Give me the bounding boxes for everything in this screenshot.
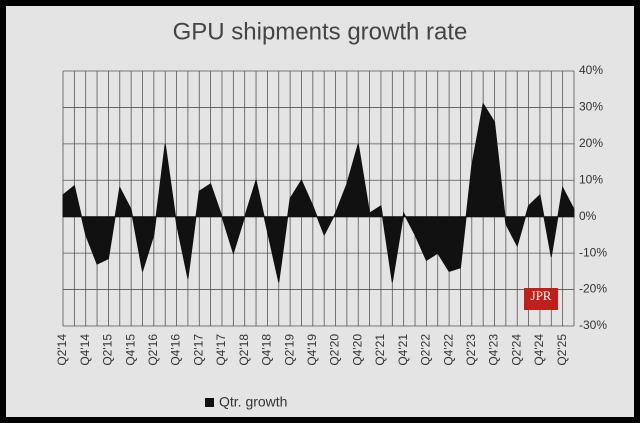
x-tick-label: Q2'17	[191, 334, 205, 366]
x-tick-label: Q2'15	[101, 334, 115, 366]
y-tick-label: -30%	[579, 318, 607, 332]
x-tick-label: Q2'24	[509, 334, 523, 366]
x-tick-label: Q4'19	[305, 334, 319, 366]
x-tick-label: Q2'21	[373, 334, 387, 366]
x-tick-label: Q4'21	[396, 334, 410, 366]
x-tick-label: Q2'16	[146, 334, 160, 366]
y-tick-label: -20%	[579, 282, 607, 296]
logo-text: JPR	[531, 288, 552, 303]
x-tick-label: Q4'20	[350, 334, 364, 366]
area	[62, 102, 575, 283]
x-tick-label: Q2'22	[419, 334, 433, 366]
x-tick-label: Q4'16	[169, 334, 183, 366]
legend-label: Qtr. growth	[219, 394, 287, 410]
legend-swatch	[205, 398, 214, 407]
x-tick-label: Q4'15	[123, 334, 137, 366]
y-tick-label: 30%	[579, 100, 603, 114]
x-tick-label: Q4'14	[78, 334, 92, 366]
x-tick-label: Q2'20	[328, 334, 342, 366]
plot	[62, 102, 575, 283]
chart-title: GPU shipments growth rate	[173, 18, 468, 45]
y-tick-label: 10%	[579, 172, 603, 186]
x-tick-label: Q4'17	[214, 334, 228, 366]
x-tick-label: Q4'18	[260, 334, 274, 366]
y-tick-label: 0%	[579, 209, 597, 223]
y-tick-label: 20%	[579, 136, 603, 150]
x-tick-label: Q4'23	[487, 334, 501, 366]
x-tick-label: Q2'18	[237, 334, 251, 366]
y-tick-label: 40%	[579, 63, 603, 77]
logo-box	[524, 288, 558, 310]
x-tick-label: Q2'25	[555, 334, 569, 366]
x-tick-label: Q4'24	[532, 334, 546, 366]
y-tick-label: -10%	[579, 245, 607, 259]
x-tick-label: Q4'22	[441, 334, 455, 366]
x-tick-label: Q2'19	[282, 334, 296, 366]
x-tick-label: Q2'14	[55, 334, 69, 366]
x-tick-label: Q2'23	[464, 334, 478, 366]
